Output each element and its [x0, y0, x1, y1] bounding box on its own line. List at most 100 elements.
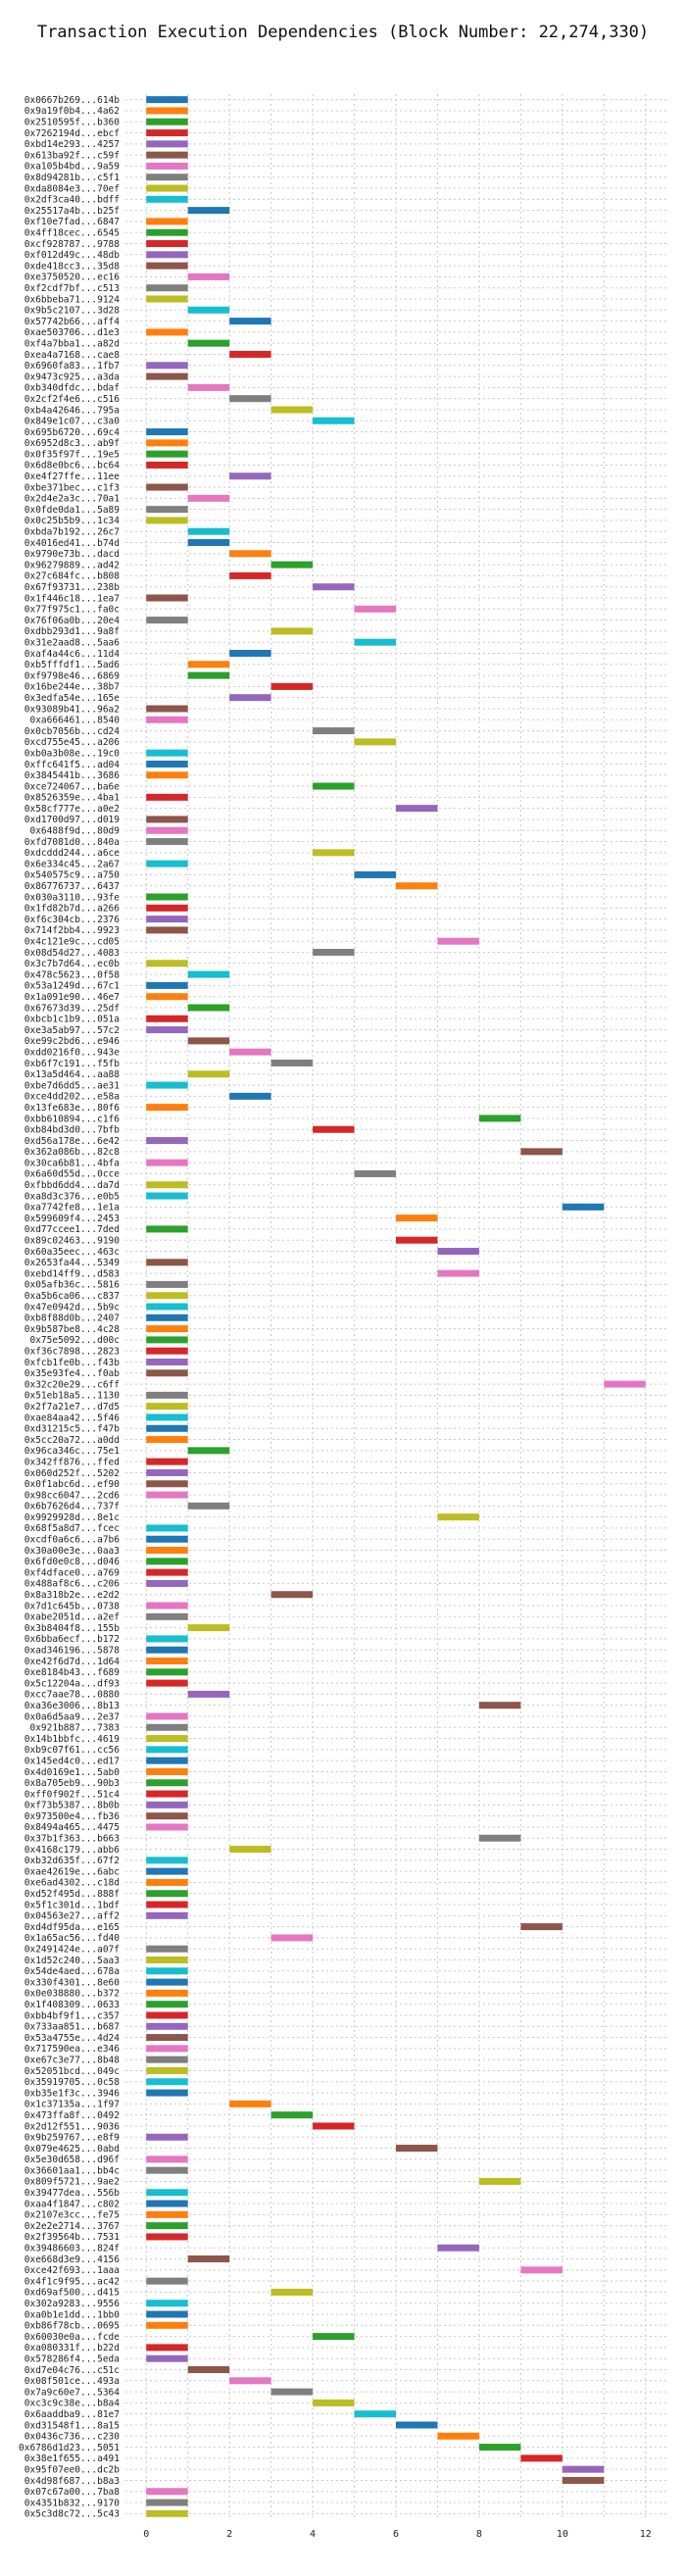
bar: [146, 2089, 188, 2097]
bar: [146, 2189, 188, 2197]
bar: [146, 1568, 188, 1576]
bar: [146, 749, 188, 757]
y-tick-label: 0x30a00e3e...0aa3: [24, 1546, 120, 1557]
bar: [146, 1790, 188, 1798]
bars: [146, 96, 646, 2517]
y-tick-label: 0xe3a5ab97...57c2: [24, 1025, 120, 1036]
bar: [146, 2300, 188, 2307]
y-tick-label: 0x07c67a00...7ba8: [24, 2487, 121, 2498]
bar: [146, 506, 188, 514]
bar: [146, 107, 188, 115]
y-tick-label: 0xd31215c5...f47b: [24, 1424, 121, 1435]
bar: [187, 272, 230, 280]
y-tick-label: 0xe3750520...ec16: [24, 272, 121, 283]
y-tick-label: 0xce4dd202...e58a: [24, 1092, 120, 1103]
bar: [146, 816, 188, 823]
y-tick-label: 0xf10e7fad...6847: [24, 217, 120, 227]
bar: [146, 1989, 188, 1997]
y-tick-label: 0x76f06a0b...20e4: [24, 616, 121, 626]
y-tick-label: 0x27c684fc...b808: [24, 571, 121, 582]
x-tick-labels: 0 2 4 6 8 10 12: [143, 2529, 652, 2540]
y-tick-label: 0x613ba92f...c59f: [24, 150, 120, 161]
bar: [146, 1945, 188, 1953]
y-tick-label: 0x6aaddba9...81e7: [24, 2409, 120, 2420]
bar: [229, 350, 271, 358]
y-tick-label: 0xfd7081d0...840a: [24, 837, 120, 848]
bar: [146, 838, 188, 846]
bar: [146, 760, 188, 768]
bar: [146, 1369, 188, 1377]
y-tick-label: 0x67f93731...238b: [24, 582, 121, 593]
bar: [396, 805, 438, 813]
y-tick-label: 0xde418cc3...35d8: [24, 261, 121, 272]
bar: [146, 771, 188, 779]
y-tick-label: 0x98cc6047...2cd6: [24, 1490, 121, 1501]
y-tick-label: 0xce42f693...1aaa: [24, 2265, 120, 2276]
y-tick-label: 0x1a65ac56...fd40: [24, 1933, 121, 1944]
bar: [562, 1203, 605, 1211]
y-tick-label: 0x14b1bbfc...4619: [24, 1734, 121, 1745]
bar: [270, 1934, 314, 1942]
bar: [146, 1280, 188, 1288]
bar: [396, 2421, 438, 2429]
bar: [229, 694, 271, 702]
y-tick-label: 0xf2cdf7bf...c513: [24, 283, 120, 294]
bar: [354, 605, 396, 613]
y-tick-label: 0xb5fffdf1...5ad6: [24, 660, 121, 670]
y-tick-label: 0x58cf777e...a0e2: [24, 804, 120, 815]
y-tick-label: 0xa36e3006...8b13: [24, 1701, 120, 1711]
y-tick-label: 0x6b7626d4...737f: [24, 1502, 120, 1512]
bar: [187, 2255, 230, 2263]
y-tick-label: 0x599609f4...2453: [24, 1214, 120, 1224]
y-tick-label: 0x54de4aed...678a: [24, 1966, 120, 1977]
y-tick-label: 0xe4f27ffe...11ee: [24, 471, 121, 482]
y-tick-label: 0x2653fa44...5349: [24, 1258, 121, 1268]
bar: [146, 1391, 188, 1399]
bar: [187, 970, 230, 978]
y-tick-label: 0x060d252f...5202: [24, 1468, 120, 1479]
bar: [354, 2410, 396, 2418]
y-tick-label: 0x38e1f655...a491: [24, 2453, 121, 2464]
bar: [146, 1712, 188, 1720]
y-tick-label: 0x0a6d5aa9...2e37: [24, 1711, 120, 1722]
bar: [396, 2145, 438, 2153]
bar: [187, 539, 230, 547]
bar: [478, 1702, 521, 1709]
y-tick-label: 0xb35e1f3c...3946: [24, 2088, 121, 2099]
bar: [146, 1424, 188, 1432]
bar: [146, 195, 188, 203]
bar: [478, 2177, 521, 2185]
bar: [313, 949, 355, 957]
y-tick-label: 0x2f7a21e7...d7d5: [24, 1402, 120, 1412]
bar: [146, 1901, 188, 1908]
y-tick-label: 0xd52f495d...888f: [24, 1889, 120, 1900]
bar: [187, 527, 230, 535]
bar: [187, 1447, 230, 1455]
y-tick-label: 0xcf928787...9788: [24, 239, 121, 250]
bar: [146, 1957, 188, 1964]
y-tick-label: 0x8a705eb9...90b3: [24, 1778, 120, 1789]
y-tick-label: 0xbda7b192...26c7: [24, 527, 120, 538]
y-tick-label: 0x714f2bb4...9923: [24, 925, 120, 936]
y-tick-label: 0x5c3d8c72...5c43: [24, 2509, 120, 2520]
bar: [146, 262, 188, 270]
y-tick-label: 0xb340dfdc...bdaf: [24, 383, 120, 394]
bar: [146, 1890, 188, 1898]
bar: [146, 483, 188, 491]
bar: [146, 328, 188, 336]
y-tick-label: 0x5f1c301d...1bdf: [24, 1900, 120, 1910]
y-tick-label: 0x35e93fe4...f0ab: [24, 1368, 121, 1379]
y-tick-label: 0x6488f9d...80d9: [29, 826, 120, 837]
y-tick-label: 0x362a086b...82c8: [24, 1147, 121, 1158]
bar: [146, 1967, 188, 1975]
bar: [146, 2155, 188, 2163]
bar: [187, 1624, 230, 1632]
bar: [270, 2288, 314, 2296]
bar: [146, 1403, 188, 1411]
y-tick-label: 0x39486603...824f: [24, 2244, 120, 2254]
y-tick-label: 0x2d12f551...9036: [24, 2121, 121, 2132]
bar: [146, 1857, 188, 1864]
bar: [146, 173, 188, 181]
y-tick-label: 0x695b6720...69c4: [24, 427, 121, 438]
